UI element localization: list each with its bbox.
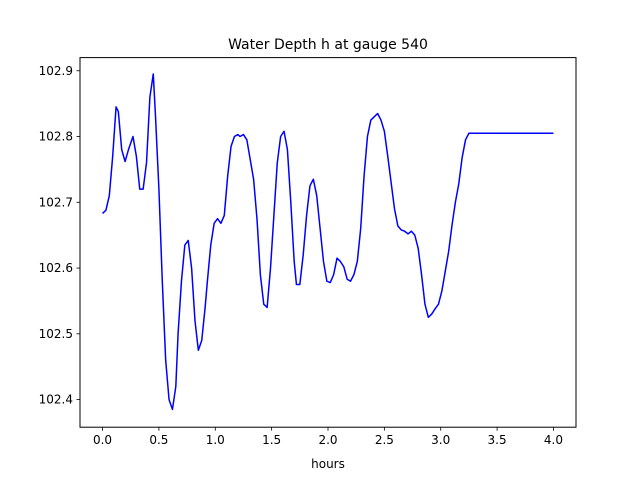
y-tick-label: 102.7 bbox=[39, 195, 73, 209]
y-tick-label: 102.5 bbox=[39, 327, 73, 341]
axis-ticks: 0.0 0.5 1.0 1.5 2.0 2.5 3.0 3.5 4.0 102.4 102.5 102… bbox=[39, 64, 563, 447]
x-tick-label: 0.0 bbox=[93, 433, 112, 447]
x-tick-label: 2.0 bbox=[318, 433, 337, 447]
x-tick-label: 4.0 bbox=[544, 433, 563, 447]
x-tick-label: 0.5 bbox=[149, 433, 168, 447]
x-axis-label: hours bbox=[311, 457, 345, 471]
x-tick-label: 1.5 bbox=[262, 433, 281, 447]
x-tick-label: 3.5 bbox=[488, 433, 507, 447]
y-tick-label: 102.8 bbox=[39, 130, 73, 144]
y-tick-label: 102.4 bbox=[39, 393, 73, 407]
x-tick-label: 3.0 bbox=[431, 433, 450, 447]
axes-frame bbox=[79, 57, 577, 428]
x-tick-label: 2.5 bbox=[375, 433, 394, 447]
x-tick-label: 1.0 bbox=[206, 433, 225, 447]
y-tick-label: 102.6 bbox=[39, 261, 73, 275]
plot-area bbox=[102, 73, 554, 411]
chart-title: Water Depth h at gauge 540 bbox=[228, 37, 428, 53]
y-tick-label: 102.9 bbox=[39, 64, 73, 78]
series-line-0 bbox=[102, 73, 554, 411]
